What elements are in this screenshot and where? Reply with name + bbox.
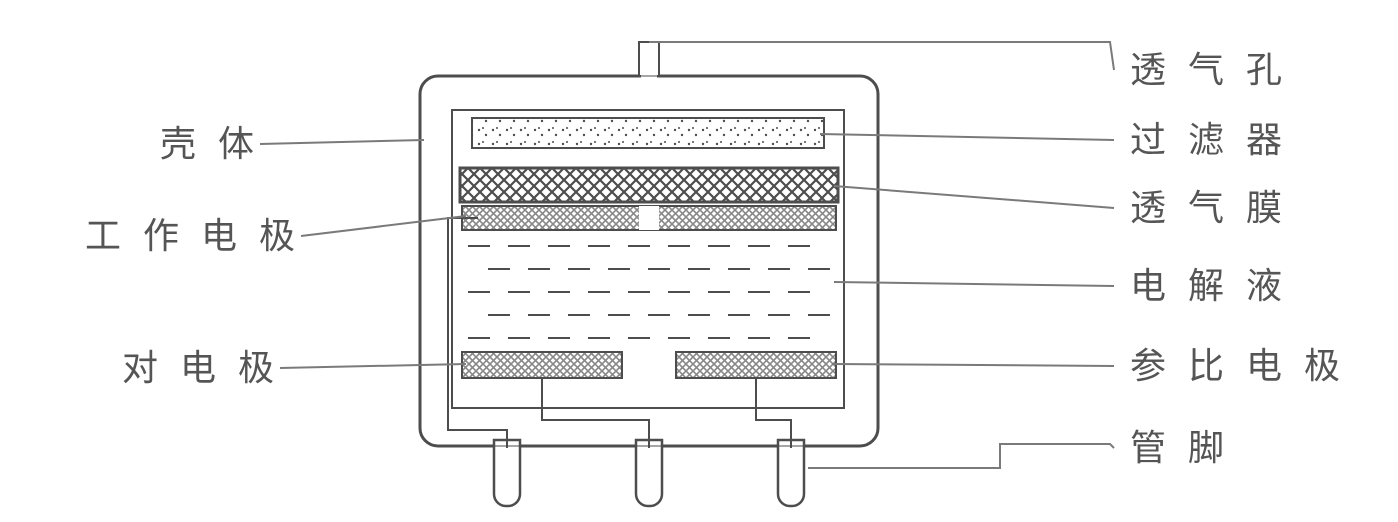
membrane-layer — [460, 168, 838, 202]
pin — [778, 440, 804, 506]
vent-stub — [639, 42, 659, 76]
electrolyte-region — [460, 232, 838, 344]
label-vent: 透气孔 — [1130, 52, 1304, 88]
working-electrode-gap — [639, 206, 659, 230]
leader-line — [649, 42, 1114, 70]
counter-electrode — [462, 352, 622, 378]
vent-gap — [641, 74, 657, 82]
label-membrane: 透气膜 — [1130, 190, 1304, 226]
label-working: 工作电极 — [85, 218, 317, 254]
filter-layer — [472, 118, 824, 148]
label-electrolyte: 电解液 — [1130, 268, 1304, 304]
reference-electrode — [676, 352, 836, 378]
label-shell: 壳体 — [160, 126, 276, 162]
leader-line — [260, 140, 424, 144]
pin — [636, 440, 662, 506]
label-reference: 参比电极 — [1130, 348, 1362, 384]
label-counter: 对电极 — [122, 350, 296, 386]
label-pin: 管脚 — [1130, 430, 1246, 466]
leader-line — [808, 444, 1114, 468]
diagram-stage: 壳体工作电极对电极 透气孔过滤器透气膜电解液参比电极管脚 — [0, 0, 1398, 522]
pin — [494, 440, 520, 506]
label-filter: 过滤器 — [1130, 122, 1304, 158]
